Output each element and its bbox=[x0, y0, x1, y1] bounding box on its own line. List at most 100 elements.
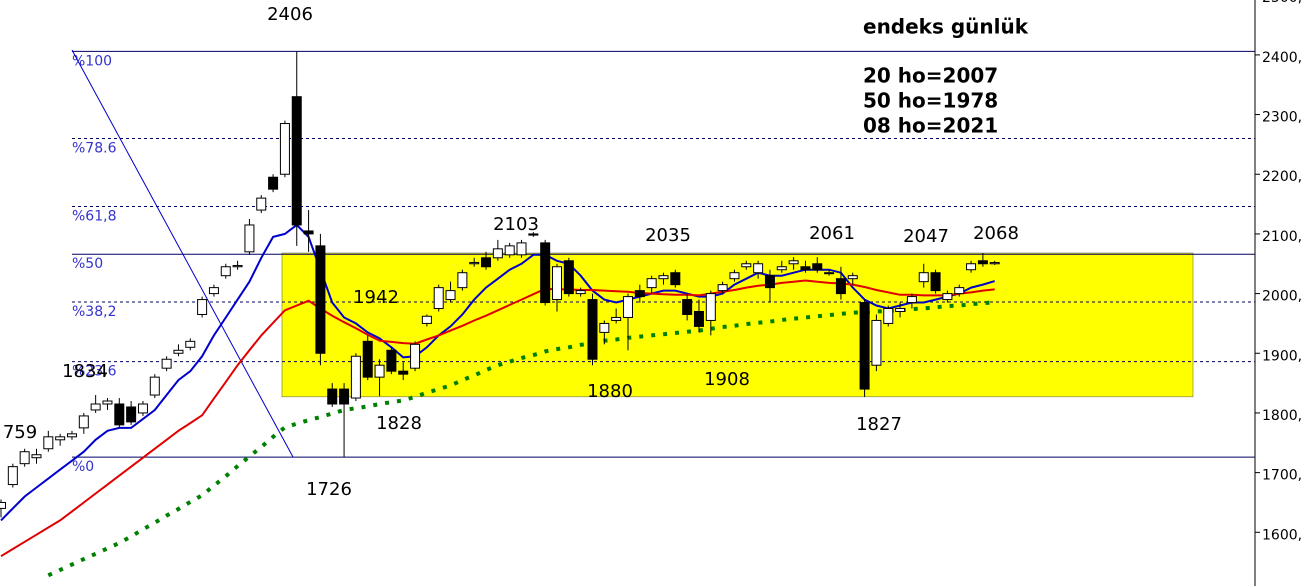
candle-body bbox=[78, 415, 89, 429]
candle-body bbox=[0, 501, 6, 509]
candle-body bbox=[149, 376, 160, 396]
candle-body bbox=[374, 364, 385, 378]
y-tick-label: 1700, bbox=[1262, 468, 1302, 484]
candle-body bbox=[66, 433, 77, 438]
price-annotation: 1880 bbox=[587, 381, 633, 402]
price-annotation: 2035 bbox=[645, 225, 691, 246]
candle-body bbox=[362, 340, 373, 378]
candle-body bbox=[90, 403, 101, 411]
note: 20 ho=2007 bbox=[863, 64, 998, 88]
candle-body bbox=[445, 290, 456, 301]
price-annotation: 2061 bbox=[809, 223, 855, 244]
fib-label: %100 bbox=[72, 53, 112, 69]
candle-body bbox=[528, 233, 539, 236]
candle-body bbox=[516, 242, 527, 256]
candle-body bbox=[244, 224, 255, 253]
y-tick-label: 2200, bbox=[1262, 169, 1302, 185]
y-tick-label: 2000, bbox=[1262, 289, 1302, 305]
y-tick-label: 2400, bbox=[1262, 50, 1302, 66]
candle-body bbox=[729, 272, 740, 280]
price-annotation: 1834 bbox=[62, 361, 108, 382]
candle-body bbox=[552, 266, 563, 301]
y-tick-label: 1600, bbox=[1262, 527, 1302, 543]
y-tick-label: 1900, bbox=[1262, 348, 1302, 364]
candle-body bbox=[634, 290, 645, 298]
candle-body bbox=[386, 349, 397, 372]
moving-average bbox=[47, 300, 995, 578]
candle-body bbox=[835, 278, 846, 295]
trend-line bbox=[71, 49, 294, 458]
candle-body bbox=[705, 293, 716, 321]
candle-body bbox=[268, 176, 279, 190]
candle-body bbox=[7, 466, 18, 486]
candle-body bbox=[977, 260, 988, 265]
price-annotation: 1942 bbox=[353, 287, 399, 308]
candle-body bbox=[291, 96, 302, 226]
candle-body bbox=[563, 260, 574, 295]
candle-body bbox=[587, 299, 598, 360]
candle-body bbox=[232, 265, 243, 268]
candle-body bbox=[776, 266, 787, 271]
candle-body bbox=[398, 370, 409, 375]
candle-body bbox=[102, 400, 113, 405]
price-annotation: 1827 bbox=[856, 414, 902, 435]
y-tick-label: 2100, bbox=[1262, 229, 1302, 245]
candle-body bbox=[31, 454, 42, 459]
price-annotation: 1908 bbox=[704, 369, 750, 390]
candle-body bbox=[906, 296, 917, 304]
moving-average bbox=[0, 279, 995, 558]
candle-body bbox=[847, 275, 858, 280]
fib-label: %0 bbox=[72, 459, 94, 475]
candle-body bbox=[220, 266, 231, 277]
price-annotation: 1828 bbox=[376, 413, 422, 434]
candle-body bbox=[611, 316, 622, 321]
candle-body bbox=[114, 403, 125, 426]
candle-body bbox=[492, 248, 503, 259]
candle-body bbox=[173, 349, 184, 354]
fib-label: %78.6 bbox=[72, 140, 117, 156]
candle-body bbox=[599, 322, 610, 333]
price-annotation: 2047 bbox=[903, 226, 949, 247]
y-tick-label: 2500, bbox=[1262, 0, 1302, 6]
candle-body bbox=[457, 272, 468, 289]
y-tick-label: 2300, bbox=[1262, 110, 1302, 126]
candle-body bbox=[800, 266, 811, 271]
candle-body bbox=[469, 262, 480, 265]
candle-body bbox=[764, 275, 775, 289]
candle-body bbox=[670, 272, 681, 286]
candle-body bbox=[824, 272, 835, 275]
candle-body bbox=[540, 242, 551, 304]
candle-body bbox=[646, 278, 657, 289]
candle-body bbox=[481, 257, 492, 268]
candle-body bbox=[208, 287, 219, 295]
candle-body bbox=[137, 403, 148, 414]
price-annotation: 2068 bbox=[973, 223, 1019, 244]
candle-body bbox=[504, 245, 515, 256]
candle-body bbox=[339, 388, 350, 405]
candle-body bbox=[717, 284, 728, 292]
candle-body bbox=[753, 263, 764, 274]
candle-body bbox=[871, 319, 882, 366]
candle-body bbox=[575, 290, 586, 295]
candle-body bbox=[693, 310, 704, 327]
candle-body bbox=[161, 358, 172, 369]
candle-body bbox=[43, 436, 54, 450]
price-annotation: 2406 bbox=[267, 4, 313, 25]
candle-body bbox=[859, 302, 870, 390]
candle-body bbox=[989, 262, 1000, 265]
candle-body bbox=[895, 308, 906, 312]
fib-label: %23,6 bbox=[72, 364, 117, 380]
fib-label: %50 bbox=[72, 256, 103, 272]
candle-body bbox=[19, 451, 30, 465]
candle-body bbox=[279, 123, 290, 175]
price-annotation: 1726 bbox=[306, 479, 352, 500]
candle-body bbox=[433, 287, 444, 310]
candle-body bbox=[421, 315, 432, 324]
candle-body bbox=[350, 355, 361, 399]
background-layer: %100 %78.6 %61,8 %50 %38,2 %23,6 %0 bbox=[72, 50, 1255, 475]
candle-body bbox=[197, 299, 208, 315]
price-annotation: 759 bbox=[3, 422, 37, 443]
fib-label: %38,2 bbox=[72, 304, 116, 320]
candle-body bbox=[930, 272, 941, 292]
